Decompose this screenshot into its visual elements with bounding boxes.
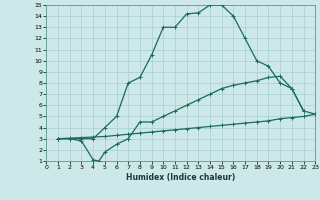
X-axis label: Humidex (Indice chaleur): Humidex (Indice chaleur) xyxy=(126,173,236,182)
